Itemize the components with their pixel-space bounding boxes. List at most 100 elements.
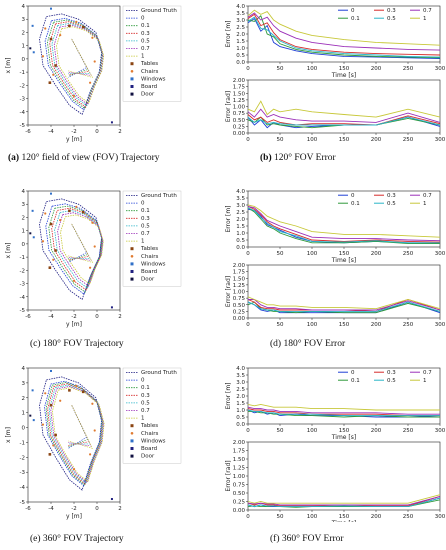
x-tick-label: 0 — [246, 428, 250, 434]
x-tick-label: 150 — [339, 251, 350, 257]
legend-frame — [122, 367, 182, 464]
trajectory-inner-0.1 — [68, 223, 89, 262]
legend-frame — [122, 5, 182, 102]
x-tick-label: 150 — [339, 428, 350, 434]
window-marker — [31, 209, 34, 212]
y-tick-label: 0 — [22, 57, 26, 63]
table-marker — [68, 209, 71, 213]
legend-label: Windows — [141, 438, 166, 444]
y-tick-label: 0.75 — [233, 111, 246, 117]
trajectory-inner-0.3 — [68, 223, 90, 261]
legend-swatch — [130, 255, 134, 258]
y-tick-label: 0.50 — [233, 491, 246, 497]
series-line-0.7 — [247, 495, 441, 506]
legend-label: 1 — [141, 416, 145, 422]
legend-label: 1 — [141, 54, 145, 60]
window-marker — [50, 369, 52, 372]
table-marker — [48, 266, 52, 269]
legend-label: 0.1 — [351, 378, 360, 384]
y-tick-label: 1.75 — [233, 449, 246, 455]
chair-marker — [41, 240, 45, 243]
table-marker — [49, 222, 53, 226]
legend-swatch — [130, 77, 134, 81]
y-tick-label: 2.0 — [236, 217, 245, 223]
x-tick-label: 100 — [307, 251, 318, 257]
chair-marker — [89, 266, 92, 269]
y-tick-label: 1.50 — [233, 91, 246, 97]
trajectory-0.3 — [51, 207, 103, 291]
trajectory-inner-1 — [68, 405, 93, 449]
plot-frame — [27, 190, 121, 311]
y-tick-label: 1 — [22, 411, 26, 417]
y-tick-label: 3.0 — [236, 203, 245, 209]
trajectory-inner-0.1 — [68, 38, 89, 77]
y-axis-label: x [m] — [5, 427, 12, 443]
x-tick-label: 50 — [277, 66, 284, 72]
error-panel-360: 0.0 0.5 1.0 1.5 2.0 2.5 3.0 3.5 4.0 0 50 100 150 200 2… — [222, 362, 446, 522]
trajectory-inner-0.7 — [68, 405, 92, 447]
legend-swatch — [130, 262, 134, 266]
y-tick-label: 0.00 — [233, 316, 246, 322]
trajectory-0.7 — [57, 212, 104, 287]
y-tick-label: 1.50 — [233, 457, 246, 463]
x-tick-label: -2 — [71, 314, 76, 320]
y-tick-label: 1.25 — [233, 283, 246, 289]
series-line-1 — [247, 100, 441, 118]
legend-label: 0.3 — [141, 216, 150, 222]
x-tick-label: 0 — [246, 514, 250, 520]
trajectory-panel-360: -6 -4 -2 0 2 -5 -4 -3 -2 -1 0 1 2 3 4 y [m] x [m] Ground … — [0, 362, 215, 522]
chair-marker — [72, 279, 76, 283]
y-tick-label: 0.0 — [236, 245, 245, 251]
x-axis-label: Time [s] — [331, 434, 356, 441]
legend-label: Tables — [140, 61, 158, 67]
series-line-0.3 — [247, 408, 440, 417]
series-line-0.7 — [247, 205, 441, 242]
caption-b: (b) 120° FOV Error — [260, 152, 440, 164]
x-tick-label: 0 — [246, 322, 250, 328]
y-tick-label: -3 — [20, 470, 26, 476]
table-marker — [81, 25, 85, 29]
y-tick-label: 1.75 — [233, 85, 246, 91]
trajectory-inner-0.1 — [68, 405, 89, 448]
legend-label: 0.1 — [141, 23, 150, 29]
x-tick-label: 200 — [371, 137, 382, 143]
legend-label: 0.3 — [141, 31, 150, 37]
y-tick-label: 3 — [22, 17, 26, 23]
x-tick-label: 0 — [246, 251, 250, 257]
y-tick-label: 3.5 — [236, 11, 245, 17]
y-axis-label: Error [m] — [225, 382, 232, 409]
y-tick-label: 0 — [22, 426, 26, 432]
x-tick-label: 150 — [339, 514, 350, 520]
series-line-0.1 — [247, 15, 441, 59]
y-tick-label: 4 — [22, 4, 26, 10]
window-marker — [31, 24, 34, 27]
chair-marker — [91, 36, 94, 39]
legend-swatch — [130, 454, 134, 458]
y-tick-label: 0.75 — [233, 483, 246, 489]
x-tick-label: 100 — [307, 514, 318, 520]
caption-e-text: 360° FOV Trajectory — [42, 534, 124, 544]
caption-c-text: 180° FOV Trajectory — [42, 339, 124, 349]
x-tick-label: 200 — [371, 251, 382, 257]
y-tick-label: -5 — [20, 123, 26, 129]
x-tick-label: 0 — [95, 129, 99, 135]
x-tick-label: 150 — [339, 66, 350, 72]
trajectory-inner-0.7 — [68, 223, 92, 261]
legend-label: 0 — [141, 378, 145, 384]
y-tick-label: 1.0 — [236, 408, 245, 414]
caption-f-text: 360° FOV Error — [281, 534, 344, 544]
board-marker — [110, 306, 113, 309]
x-tick-label: -2 — [71, 506, 76, 512]
y-tick-label: 0.25 — [233, 124, 246, 130]
trajectory-0 — [44, 17, 103, 111]
x-tick-label: 50 — [277, 514, 284, 520]
table-marker — [81, 210, 85, 214]
caption-d-label: (d) — [270, 339, 282, 349]
x-tick-label: 100 — [307, 137, 318, 143]
y-tick-label: -3 — [20, 97, 26, 103]
legend-label: 0.1 — [351, 201, 360, 207]
chair-marker — [41, 423, 45, 426]
trajectory-ground_truth — [39, 13, 103, 116]
trajectory-0.1 — [45, 382, 103, 486]
series-line-1 — [247, 494, 441, 504]
